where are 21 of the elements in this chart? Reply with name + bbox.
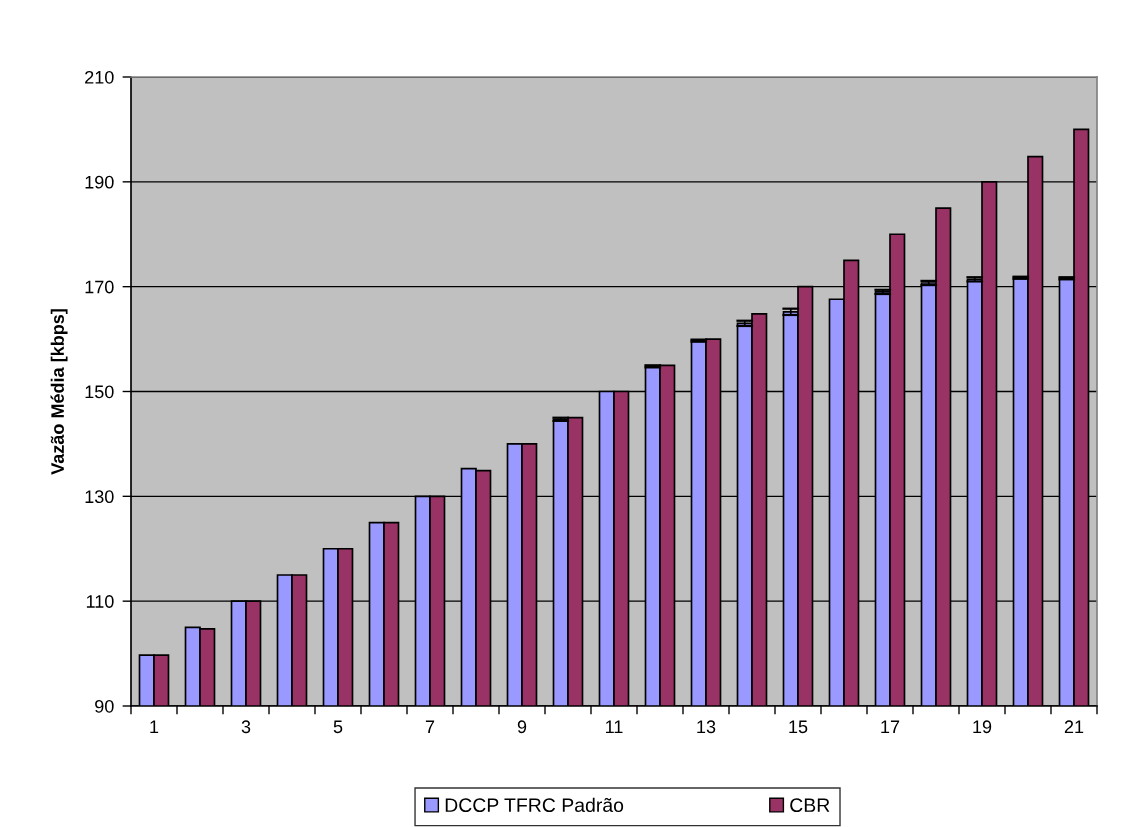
y-tick-label: 210 (85, 70, 114, 84)
x-tick-label: 15 (789, 720, 808, 734)
y-tick-label: 130 (85, 490, 114, 504)
legend-label: CBR (790, 798, 830, 813)
y-tick-label: 170 (85, 280, 114, 294)
y-axis-title: Vazão Média [kbps] (50, 309, 68, 475)
x-tick-label: 5 (333, 720, 343, 734)
x-tick-label: 11 (606, 720, 623, 733)
x-tick-label: 17 (881, 720, 900, 733)
x-tick-label: 7 (425, 720, 435, 733)
y-tick-label: 110 (86, 595, 114, 608)
x-tick-label: 19 (973, 720, 992, 734)
x-tick-label: 9 (517, 720, 527, 734)
y-tick-label: 90 (95, 699, 114, 713)
x-tick-label: 3 (241, 720, 251, 734)
legend-label: DCCP TFRC Padrão (445, 797, 624, 813)
x-tick-label: 13 (697, 720, 716, 734)
x-tick-label: 21 (1064, 720, 1084, 733)
y-tick-label: 190 (85, 175, 114, 189)
y-tick-label: 150 (85, 385, 114, 399)
x-tick-label: 1 (150, 720, 159, 733)
